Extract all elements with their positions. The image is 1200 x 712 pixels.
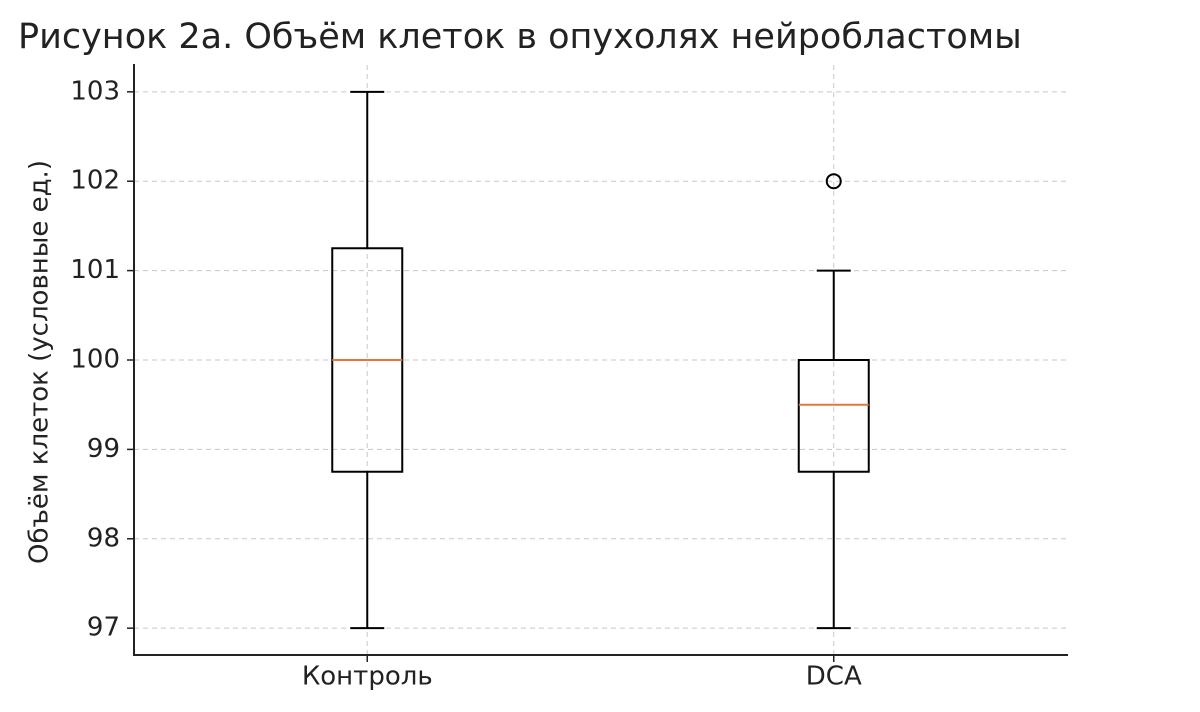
x-tick-label: Контроль <box>302 662 433 692</box>
y-tick-label: 100 <box>70 345 120 375</box>
y-tick-label: 103 <box>70 76 120 106</box>
outlier <box>825 173 842 190</box>
y-axis-label: Объём клеток (условные ед.) <box>25 160 55 564</box>
y-tick-label: 98 <box>87 523 120 553</box>
y-tick-label: 97 <box>87 613 120 643</box>
y-tick-label: 101 <box>70 255 120 285</box>
box <box>797 359 870 473</box>
plot-area: 97 98 99 100 101 102 103 Контроль DCA <box>70 65 1067 692</box>
chart-title: Рисунок 2а. Объём клеток в опухолях нейр… <box>18 17 1022 57</box>
y-tick-label: 102 <box>70 166 120 196</box>
y-tick-label: 99 <box>87 434 120 464</box>
x-tick-label: DCA <box>806 662 862 692</box>
